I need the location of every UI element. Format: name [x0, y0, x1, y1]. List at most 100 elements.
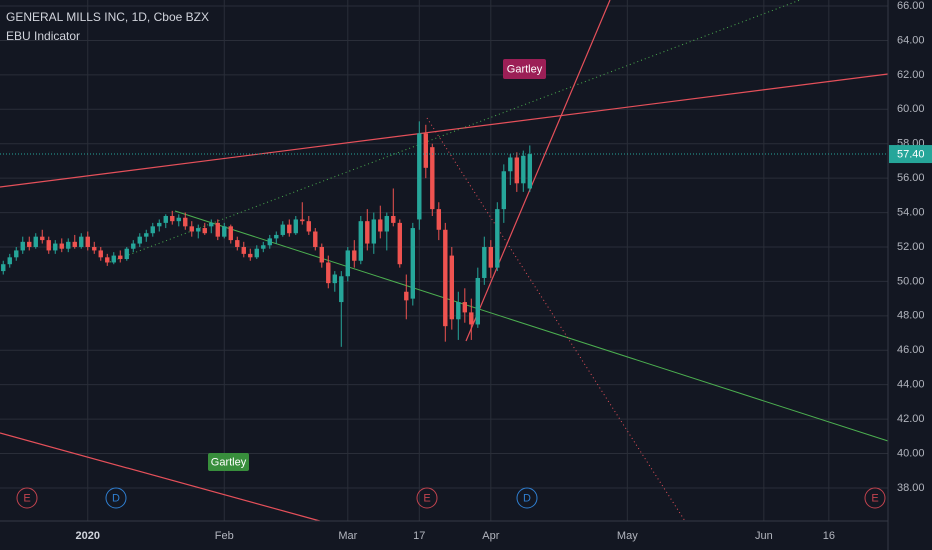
candle-body — [501, 171, 507, 210]
y-tick-label: 48.00 — [897, 310, 925, 322]
x-tick-label: Jun — [755, 530, 773, 542]
candle-body — [306, 221, 311, 232]
y-tick-label: 52.00 — [897, 241, 925, 253]
y-tick-label: 38.00 — [897, 482, 925, 494]
x-tick-label: 2020 — [76, 530, 100, 542]
candle-body — [482, 246, 487, 278]
candle-body — [423, 133, 428, 168]
candle-body — [7, 257, 12, 265]
candle-body — [66, 241, 71, 249]
y-tick-label: 60.00 — [897, 103, 925, 115]
candle-body — [261, 245, 266, 249]
events: E D E D E — [16, 487, 886, 509]
event-label: E — [423, 492, 430, 504]
candle-body — [514, 157, 520, 184]
candle-body — [443, 229, 448, 327]
pattern-label: Gartley — [507, 63, 543, 75]
event-label: E — [871, 492, 878, 504]
candle-body — [521, 155, 526, 184]
candle-body — [384, 216, 389, 232]
candle-body — [345, 250, 350, 277]
y-tick-label: 44.00 — [897, 379, 925, 391]
candle-body — [79, 236, 84, 247]
x-tick-label: Mar — [338, 530, 357, 542]
candle-body — [326, 262, 331, 284]
candle-body — [144, 233, 149, 237]
event-marker[interactable] — [416, 487, 438, 509]
candle-body — [228, 226, 233, 241]
candle-body — [27, 241, 32, 247]
candle-body — [319, 246, 324, 263]
pattern-label: Gartley — [211, 456, 247, 468]
candle-body — [254, 248, 259, 258]
y-tick-label: 62.00 — [897, 69, 925, 81]
candle-body — [313, 231, 318, 247]
candle-body — [215, 222, 220, 237]
y-tick-label: 54.00 — [897, 206, 925, 218]
candle-body — [118, 255, 123, 260]
y-tick-label: 56.00 — [897, 172, 925, 184]
candle-body — [527, 154, 533, 189]
drawings — [0, 0, 889, 522]
candle-body — [176, 217, 181, 222]
trend-line — [174, 210, 889, 442]
candle-body — [33, 236, 38, 247]
candle-body — [202, 228, 207, 234]
candle-body — [235, 240, 240, 247]
candle-body — [456, 302, 461, 320]
candle-body — [46, 240, 51, 251]
candle-body — [371, 219, 376, 244]
candle-body — [436, 209, 441, 230]
candle-body — [150, 226, 155, 234]
event-marker[interactable] — [105, 487, 127, 509]
candle-body — [111, 255, 116, 263]
candle-body — [332, 274, 337, 284]
candle-body — [469, 312, 474, 325]
x-tick-label: Feb — [215, 530, 234, 542]
candle-body — [92, 246, 97, 251]
last-price-box — [889, 145, 932, 164]
candle-body — [124, 248, 129, 260]
event-label: D — [523, 492, 531, 504]
candles — [0, 121, 888, 347]
last-price-label: 57.40 — [897, 148, 925, 160]
event-marker[interactable] — [516, 487, 538, 509]
candle-body — [404, 291, 409, 301]
candle-body — [378, 219, 383, 232]
event-marker[interactable] — [864, 487, 886, 509]
x-tick-label: Apr — [482, 530, 499, 542]
candle-body — [53, 243, 58, 251]
candle-body — [365, 221, 370, 244]
candle-body — [267, 238, 272, 246]
candle-body — [339, 276, 344, 303]
event-marker[interactable] — [16, 487, 38, 509]
candle-body — [300, 219, 305, 222]
indicator-name: EBU Indicator — [6, 29, 80, 43]
event-label: E — [23, 492, 30, 504]
candle-body — [241, 246, 246, 254]
pattern-label-box — [503, 59, 546, 79]
candle-body — [98, 250, 103, 258]
y-tick-label: 46.00 — [897, 344, 925, 356]
chart-title: GENERAL MILLS INC, 1D, Cboe BZX — [6, 10, 209, 24]
candle-body — [293, 219, 298, 234]
y-tick-label: 64.00 — [897, 34, 925, 46]
candle-body — [40, 236, 45, 241]
candle-body — [1, 264, 6, 272]
candle-body — [157, 222, 162, 227]
candle-body — [209, 222, 214, 227]
candle-body — [475, 277, 481, 325]
candle-body — [274, 234, 279, 239]
candle-body — [85, 236, 90, 247]
trend-line — [0, 73, 889, 188]
candle-body — [391, 216, 396, 223]
candle-body — [462, 302, 468, 313]
y-tick-label: 50.00 — [897, 275, 925, 287]
x-tick-label: May — [617, 530, 638, 542]
y-tick-label: 42.00 — [897, 413, 925, 425]
candle-body — [131, 243, 136, 249]
candle-body — [72, 241, 77, 247]
candle-body — [287, 224, 292, 234]
candle-body — [280, 224, 285, 235]
